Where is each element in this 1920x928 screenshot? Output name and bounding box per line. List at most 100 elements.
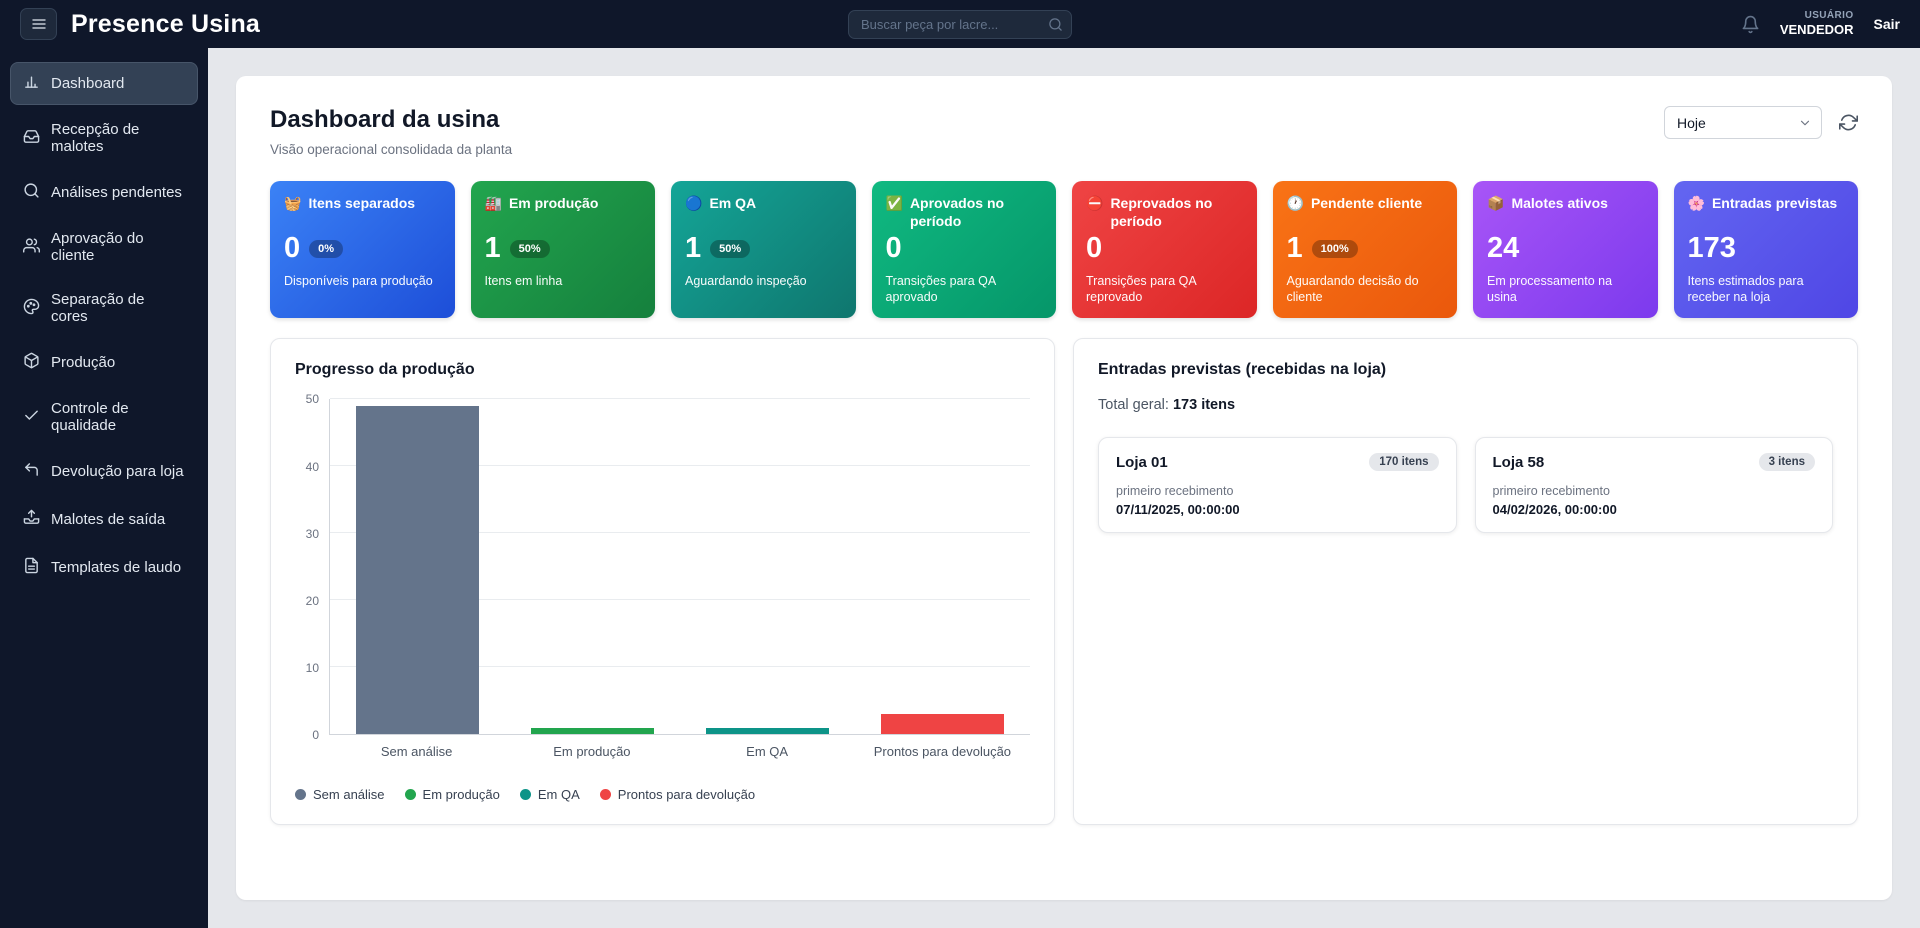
store-first-receipt-label: primeiro recebimento xyxy=(1492,484,1610,499)
legend-label: Prontos para devolução xyxy=(617,787,756,803)
period-select-value: Hoje xyxy=(1677,114,1706,131)
sidebar-item-label: Devolução para loja xyxy=(51,463,184,480)
search-icon xyxy=(1049,17,1062,31)
store-card-loja-58: Loja 58 3 itens primeiro recebimento 04/… xyxy=(1474,437,1833,534)
sidebar-item-separacao-de-cores[interactable]: Separação de cores xyxy=(10,280,198,336)
dashboard-icon xyxy=(23,73,40,94)
stat-card-label: Entradas previstas xyxy=(1711,195,1838,211)
chart-plot-area xyxy=(329,398,1030,736)
stat-card-badge: 50% xyxy=(509,239,550,258)
legend-dot xyxy=(519,789,531,801)
x-axis-label: Sem análise xyxy=(380,744,453,760)
stat-card-description: Em processamento na usina xyxy=(1487,273,1613,305)
sidebar-item-controle-de-qualidade[interactable]: Controle de qualidade xyxy=(10,389,198,445)
users-icon xyxy=(23,237,41,258)
stat-card-malotes-ativos: 📦 Malotes ativos 24 Em processamento na … xyxy=(1473,181,1658,319)
y-axis-tick: 0 xyxy=(312,728,319,743)
bell-icon xyxy=(1742,15,1759,33)
page-subtitle: Visão operacional consolidada da planta xyxy=(270,142,513,157)
logout-link[interactable]: Sair xyxy=(1873,16,1900,32)
main-area: Dashboard da usina Visão operacional con… xyxy=(208,48,1920,928)
x-axis-label: Prontos para devolução xyxy=(873,744,1012,760)
stat-card-badge: 0% xyxy=(309,239,344,258)
stat-card-itens-separados: 🧺 Itens separados 0 0% Disponíveis para … xyxy=(270,181,455,319)
stat-card-label: Malotes ativos xyxy=(1511,195,1608,211)
stat-card-badge: 50% xyxy=(710,239,751,258)
stat-card-pendente-cliente: 🕐 Pendente cliente 1 100% Aguardando dec… xyxy=(1272,181,1457,319)
store-card-loja-01: Loja 01 170 itens primeiro recebimento 0… xyxy=(1098,437,1457,534)
store-name: Loja 58 xyxy=(1492,453,1545,471)
bar-em-producao xyxy=(531,727,654,735)
legend-dot xyxy=(599,789,611,801)
package-icon xyxy=(23,352,40,373)
x-axis-label: Em QA xyxy=(746,744,789,760)
flower-icon: 🌸 xyxy=(1687,195,1705,211)
sidebar-item-recepcao-de-malotes[interactable]: Recepção de malotes xyxy=(10,110,198,166)
production-progress-panel: Progresso da produção 0 10 20 30 40 50 Sem an… xyxy=(270,338,1055,826)
legend-label: Em QA xyxy=(537,787,580,803)
sidebar-item-label: Separação de cores xyxy=(51,291,145,325)
bar-prontos-para-devolucao xyxy=(881,714,1004,735)
store-items-badge: 3 itens xyxy=(1758,453,1815,472)
period-select[interactable]: Hoje xyxy=(1664,106,1822,139)
search-input[interactable] xyxy=(848,9,1072,39)
chart-legend: Sem análise Em produção Em QA Prontos para … xyxy=(295,787,1030,802)
search-icon xyxy=(23,182,40,203)
return-icon xyxy=(23,461,40,482)
clock-icon: 🕐 xyxy=(1286,195,1304,211)
legend-dot xyxy=(404,789,416,801)
sidebar-item-devolucao-para-loja[interactable]: Devolução para loja xyxy=(10,450,198,493)
sidebar-item-templates-de-laudo[interactable]: Templates de laudo xyxy=(10,546,198,589)
store-items-badge: 170 itens xyxy=(1369,453,1439,472)
total-label: Total geral: xyxy=(1098,397,1169,414)
sidebar-item-aprovacao-do-cliente[interactable]: Aprovação do cliente xyxy=(10,219,198,275)
chart-x-axis: Sem análise Em produção Em QA Prontos para … xyxy=(329,744,1030,759)
basket-icon: 🧺 xyxy=(284,195,302,211)
legend-item-em-qa: Em QA xyxy=(519,787,580,803)
stat-cards-row: 🧺 Itens separados 0 0% Disponíveis para … xyxy=(270,181,1858,319)
stat-card-description: Itens em linha xyxy=(484,273,563,288)
sidebar: Dashboard Recepção de malotes Análises pen… xyxy=(0,48,208,928)
stat-card-value: 0 xyxy=(885,232,902,264)
sidebar-item-producao[interactable]: Produção xyxy=(10,341,198,384)
chart-title: Progresso da produção xyxy=(295,361,475,379)
stat-card-description: Transições para QA aprovado xyxy=(885,273,996,305)
refresh-button[interactable] xyxy=(1838,113,1858,133)
stat-card-label: Em QA xyxy=(709,195,757,211)
stat-card-em-qa: 🔵 Em QA 1 50% Aguardando inspeção xyxy=(671,181,856,319)
content-card: Dashboard da usina Visão operacional con… xyxy=(236,76,1892,900)
sidebar-item-analises-pendentes[interactable]: Análises pendentes xyxy=(10,171,198,214)
x-axis-label: Em produção xyxy=(553,744,631,760)
stat-card-badge: 100% xyxy=(1311,239,1358,258)
stat-card-description: Aguardando decisão do cliente xyxy=(1286,273,1419,305)
chevron-down-icon xyxy=(1800,120,1810,125)
approved-check-icon: ✅ xyxy=(885,195,903,211)
expected-entries-panel: Entradas previstas (recebidas na loja) T… xyxy=(1073,338,1858,826)
stat-card-value: 1 xyxy=(1286,232,1303,264)
stat-card-value: 1 xyxy=(484,232,501,264)
gridline xyxy=(330,465,1030,467)
stat-card-label: Em produção xyxy=(508,195,599,211)
palette-icon xyxy=(23,298,40,319)
legend-label: Sem análise xyxy=(313,787,385,803)
notifications-button[interactable] xyxy=(1741,15,1760,34)
bar-sem-analise xyxy=(356,406,479,735)
stat-card-em-producao: 🏭 Em produção 1 50% Itens em linha xyxy=(470,181,655,319)
chart-y-axis: 0 10 20 30 40 50 xyxy=(295,392,329,742)
sidebar-item-malotes-de-saida[interactable]: Malotes de saída xyxy=(10,498,198,541)
legend-label: Em produção xyxy=(422,787,500,803)
check-icon xyxy=(23,407,40,428)
sidebar-item-dashboard[interactable]: Dashboard xyxy=(10,62,198,105)
top-bar: Presence Usina USUÁRIO VENDEDOR Sair xyxy=(0,0,1920,48)
user-role-label: USUÁRIO xyxy=(1804,10,1854,22)
hamburger-icon xyxy=(31,19,46,29)
stat-card-aprovados-no-periodo: ✅ Aprovados no período 0 Transições para… xyxy=(871,181,1056,319)
store-name: Loja 01 xyxy=(1116,453,1168,471)
gridline xyxy=(330,398,1030,400)
y-axis-tick: 10 xyxy=(305,661,319,676)
store-first-receipt-label: primeiro recebimento xyxy=(1116,484,1234,499)
sidebar-item-label: Recepção de malotes xyxy=(51,121,140,155)
total-line: Total geral: 173 itens xyxy=(1098,397,1833,413)
menu-toggle-button[interactable] xyxy=(20,8,57,40)
stat-card-description: Aguardando inspeção xyxy=(685,273,807,288)
